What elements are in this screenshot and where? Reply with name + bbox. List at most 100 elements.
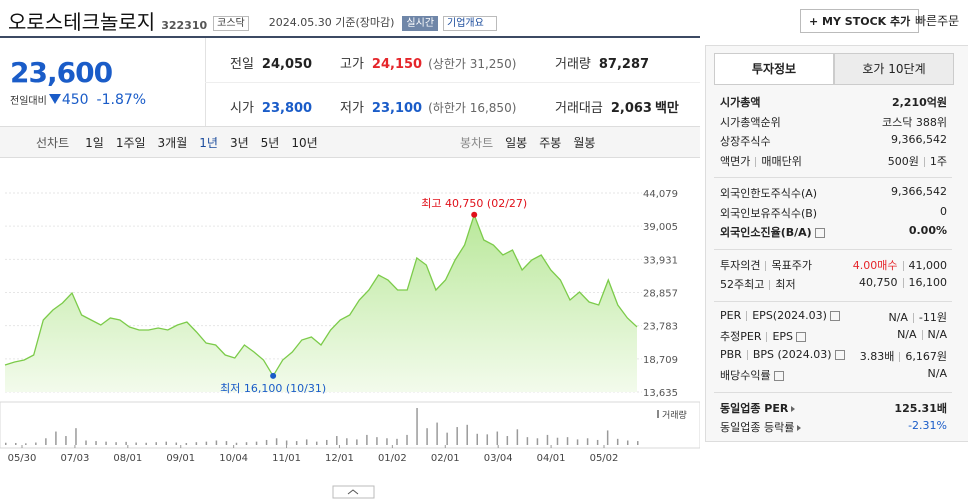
- date: 2024.05.30 기준(장마감): [268, 16, 395, 29]
- volume-bar: [416, 408, 418, 445]
- tab-bar: [0, 126, 700, 158]
- volume-bar: [446, 432, 448, 445]
- company-info-button[interactable]: 기업개요: [443, 16, 497, 31]
- info-label: 시가총액: [720, 94, 760, 110]
- label-part: 매매단위: [761, 154, 802, 168]
- arrow-icon: [791, 405, 796, 412]
- label-part: BPS (2024.03): [752, 347, 832, 361]
- price-line: [4, 212, 638, 378]
- quote-value: 87,287: [598, 57, 650, 72]
- volume-bar: [606, 430, 609, 445]
- volume-bar: [536, 438, 539, 445]
- volume-bar: [346, 438, 348, 445]
- separator: [902, 260, 904, 271]
- value-part: 0: [940, 204, 947, 218]
- volume-bar: [145, 442, 147, 445]
- volume-bar: [376, 437, 378, 445]
- arrow-icon: [797, 425, 802, 431]
- tab-label: 선차트: [36, 136, 70, 150]
- value-part: 500원: [887, 154, 919, 168]
- candle-tab[interactable]: 주봉: [539, 136, 562, 150]
- label-part: 최저: [775, 278, 796, 291]
- info-panel: [705, 45, 968, 442]
- volume-bar: [386, 438, 388, 445]
- separator: [765, 260, 767, 271]
- period-tab[interactable]: 5년: [260, 136, 280, 150]
- volume-bar: [406, 434, 408, 445]
- volume-legend-icon: [657, 410, 659, 418]
- quote-label: 전일: [230, 57, 254, 72]
- separator: [746, 349, 748, 360]
- x-tick-label: 12/01: [325, 453, 354, 464]
- period-tab[interactable]: 3년: [229, 136, 249, 150]
- y-tick-label: 44,079: [643, 189, 678, 200]
- period-tab[interactable]: 1주일: [115, 136, 146, 150]
- panel-tab[interactable]: 호가 10단계: [834, 53, 954, 85]
- period-tab[interactable]: 10년: [291, 136, 318, 150]
- volume-bar: [356, 439, 358, 445]
- quote-label: 시가: [230, 101, 254, 116]
- y-tick-label: 23,783: [643, 322, 678, 333]
- volume-bar: [235, 442, 238, 445]
- volume-bar: [576, 439, 579, 445]
- separator: [921, 330, 923, 340]
- candle-tab[interactable]: 일봉: [505, 136, 528, 150]
- candle-tab[interactable]: 월봉: [573, 136, 596, 150]
- x-tick-label: 11/01: [272, 453, 301, 464]
- y-tick-label: 28,857: [643, 289, 678, 300]
- volume-bar: [35, 442, 37, 445]
- candle-tabs: 봉차트 일봉 주봉 월봉: [460, 134, 607, 151]
- period-tab[interactable]: 1년: [199, 136, 218, 150]
- info-value: 9,366,542: [891, 185, 947, 198]
- extreme-dot: [471, 211, 478, 218]
- volume-bar: [105, 441, 107, 445]
- label-part: 추정PER: [720, 330, 762, 343]
- volume-bar: [195, 442, 198, 445]
- info-value: 40,750 16,100: [859, 276, 947, 289]
- market-badge: 코스닥: [213, 16, 249, 31]
- value-part: 40,750: [859, 276, 898, 289]
- x-tick-label: 02/01: [431, 453, 460, 464]
- price-area: [5, 214, 637, 392]
- info-label: 52주최고 최저: [720, 276, 796, 292]
- quote-value: 23,800: [261, 101, 313, 116]
- chart: 44,079 39,005 33,931 28,857 23,783 18,709 13,6…: [0, 189, 700, 499]
- info-label: 동일업종 등락률: [720, 419, 802, 435]
- help-icon: [773, 371, 784, 381]
- volume-bar: [516, 429, 519, 445]
- label-part: 외국인소진율(B/A): [720, 226, 812, 239]
- x-tick-label: 04/01: [537, 453, 566, 464]
- volume-bar: [305, 439, 308, 445]
- extreme-dot: [270, 372, 277, 379]
- volume-bar: [616, 438, 619, 445]
- quick-order-button[interactable]: 빠른주문: [915, 14, 960, 28]
- stock-name: 오로스테크놀로지: [8, 10, 156, 34]
- quote-value: 23,100: [371, 101, 423, 116]
- volume-bar: [315, 441, 318, 445]
- panel-tab[interactable]: 투자정보: [714, 53, 834, 85]
- x-tick-label: 05/02: [590, 453, 619, 464]
- period-tab[interactable]: 3개월: [157, 136, 188, 150]
- label-part: EPS: [772, 330, 794, 343]
- info-value: 0.00%: [909, 224, 947, 237]
- collapse-button[interactable]: [332, 485, 375, 499]
- extreme-label: 최저 16,100 (10/31): [220, 382, 326, 395]
- volume-bar: [436, 422, 438, 445]
- help-icon: [814, 228, 825, 238]
- label-part: 목표주가: [771, 258, 812, 272]
- separator: [912, 312, 914, 323]
- value-part: 3.83배: [859, 349, 895, 363]
- change-value: 450: [61, 92, 89, 108]
- my-stock-button[interactable]: + MY STOCK 추가: [800, 9, 920, 33]
- extreme-label: 최고 40,750 (02/27): [421, 197, 527, 210]
- value-part: -11원: [918, 310, 947, 324]
- volume-bar: [326, 439, 328, 445]
- volume-bar: [225, 441, 228, 445]
- period-tab[interactable]: 1일: [85, 136, 104, 150]
- quote-unit: 백만: [654, 101, 679, 116]
- tab-label: 봉차트: [460, 136, 494, 150]
- info-value: 3.83배 6,167원: [860, 348, 947, 364]
- volume-bar: [215, 440, 218, 445]
- quote-item: 전일 24,050: [230, 53, 312, 72]
- info-value: 500원 1주: [888, 153, 947, 169]
